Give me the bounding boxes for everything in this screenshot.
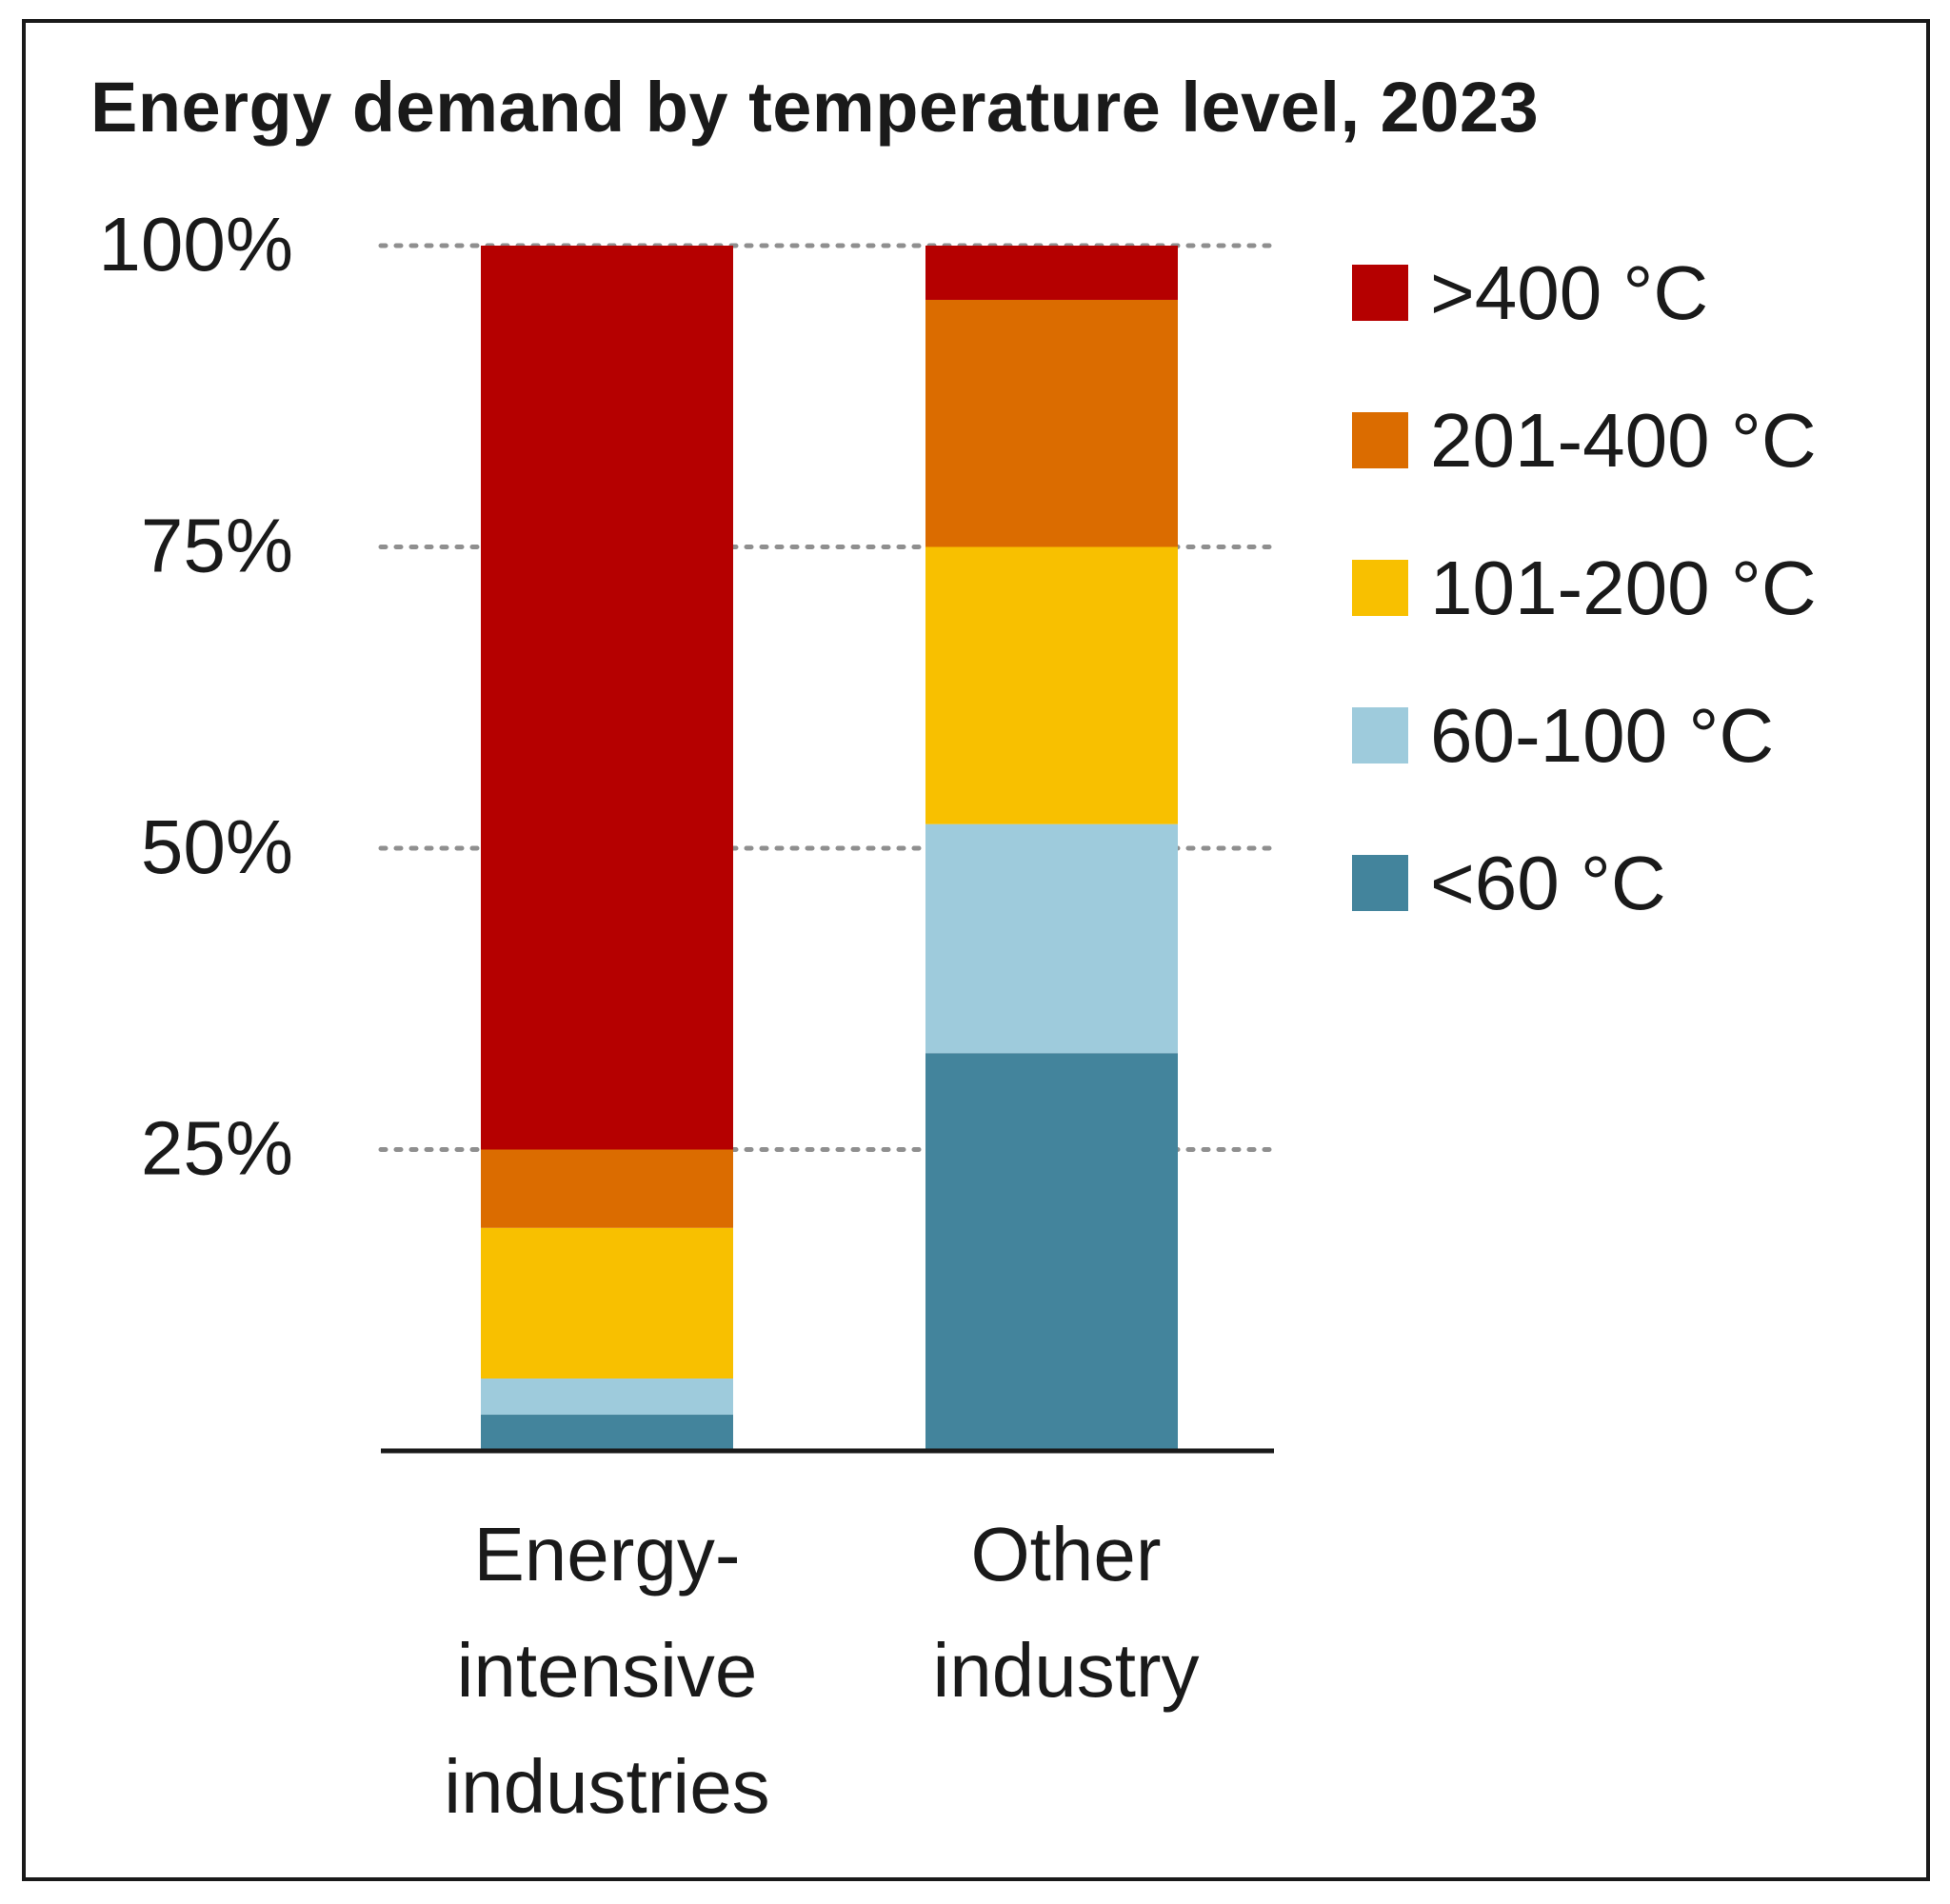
x-tick-label: Energy- — [473, 1512, 740, 1597]
x-tick-label: industries — [444, 1744, 769, 1829]
x-tick-label: Other — [970, 1512, 1161, 1597]
bar-segment — [925, 823, 1178, 1054]
legend-label: 101-200 °C — [1430, 545, 1817, 630]
bar-segment — [925, 546, 1178, 824]
x-tick-label: intensive — [457, 1628, 758, 1713]
legend-swatch — [1352, 412, 1408, 468]
y-tick-label: 50% — [141, 804, 293, 889]
legend-swatch — [1352, 707, 1408, 764]
bar-segment — [925, 1053, 1178, 1451]
legend-label: 60-100 °C — [1430, 693, 1774, 778]
legend-label: 201-400 °C — [1430, 398, 1817, 483]
bar-segment — [481, 1378, 733, 1416]
legend-swatch — [1352, 560, 1408, 616]
chart-title: Energy demand by temperature level, 2023 — [90, 68, 1540, 147]
x-tick-label: industry — [932, 1628, 1199, 1713]
bar-segment — [481, 1415, 733, 1451]
bar-segment — [481, 1227, 733, 1379]
bar-segment — [925, 246, 1178, 300]
legend-swatch — [1352, 265, 1408, 321]
y-tick-label: 75% — [141, 504, 293, 588]
legend-label: >400 °C — [1430, 250, 1708, 335]
bar-segment — [481, 1149, 733, 1228]
bar-segment — [925, 299, 1178, 547]
legend-label: <60 °C — [1430, 841, 1666, 925]
legend-swatch — [1352, 855, 1408, 911]
y-tick-label: 25% — [141, 1106, 293, 1191]
bar-segment — [481, 246, 733, 1150]
y-tick-label: 100% — [98, 202, 293, 287]
